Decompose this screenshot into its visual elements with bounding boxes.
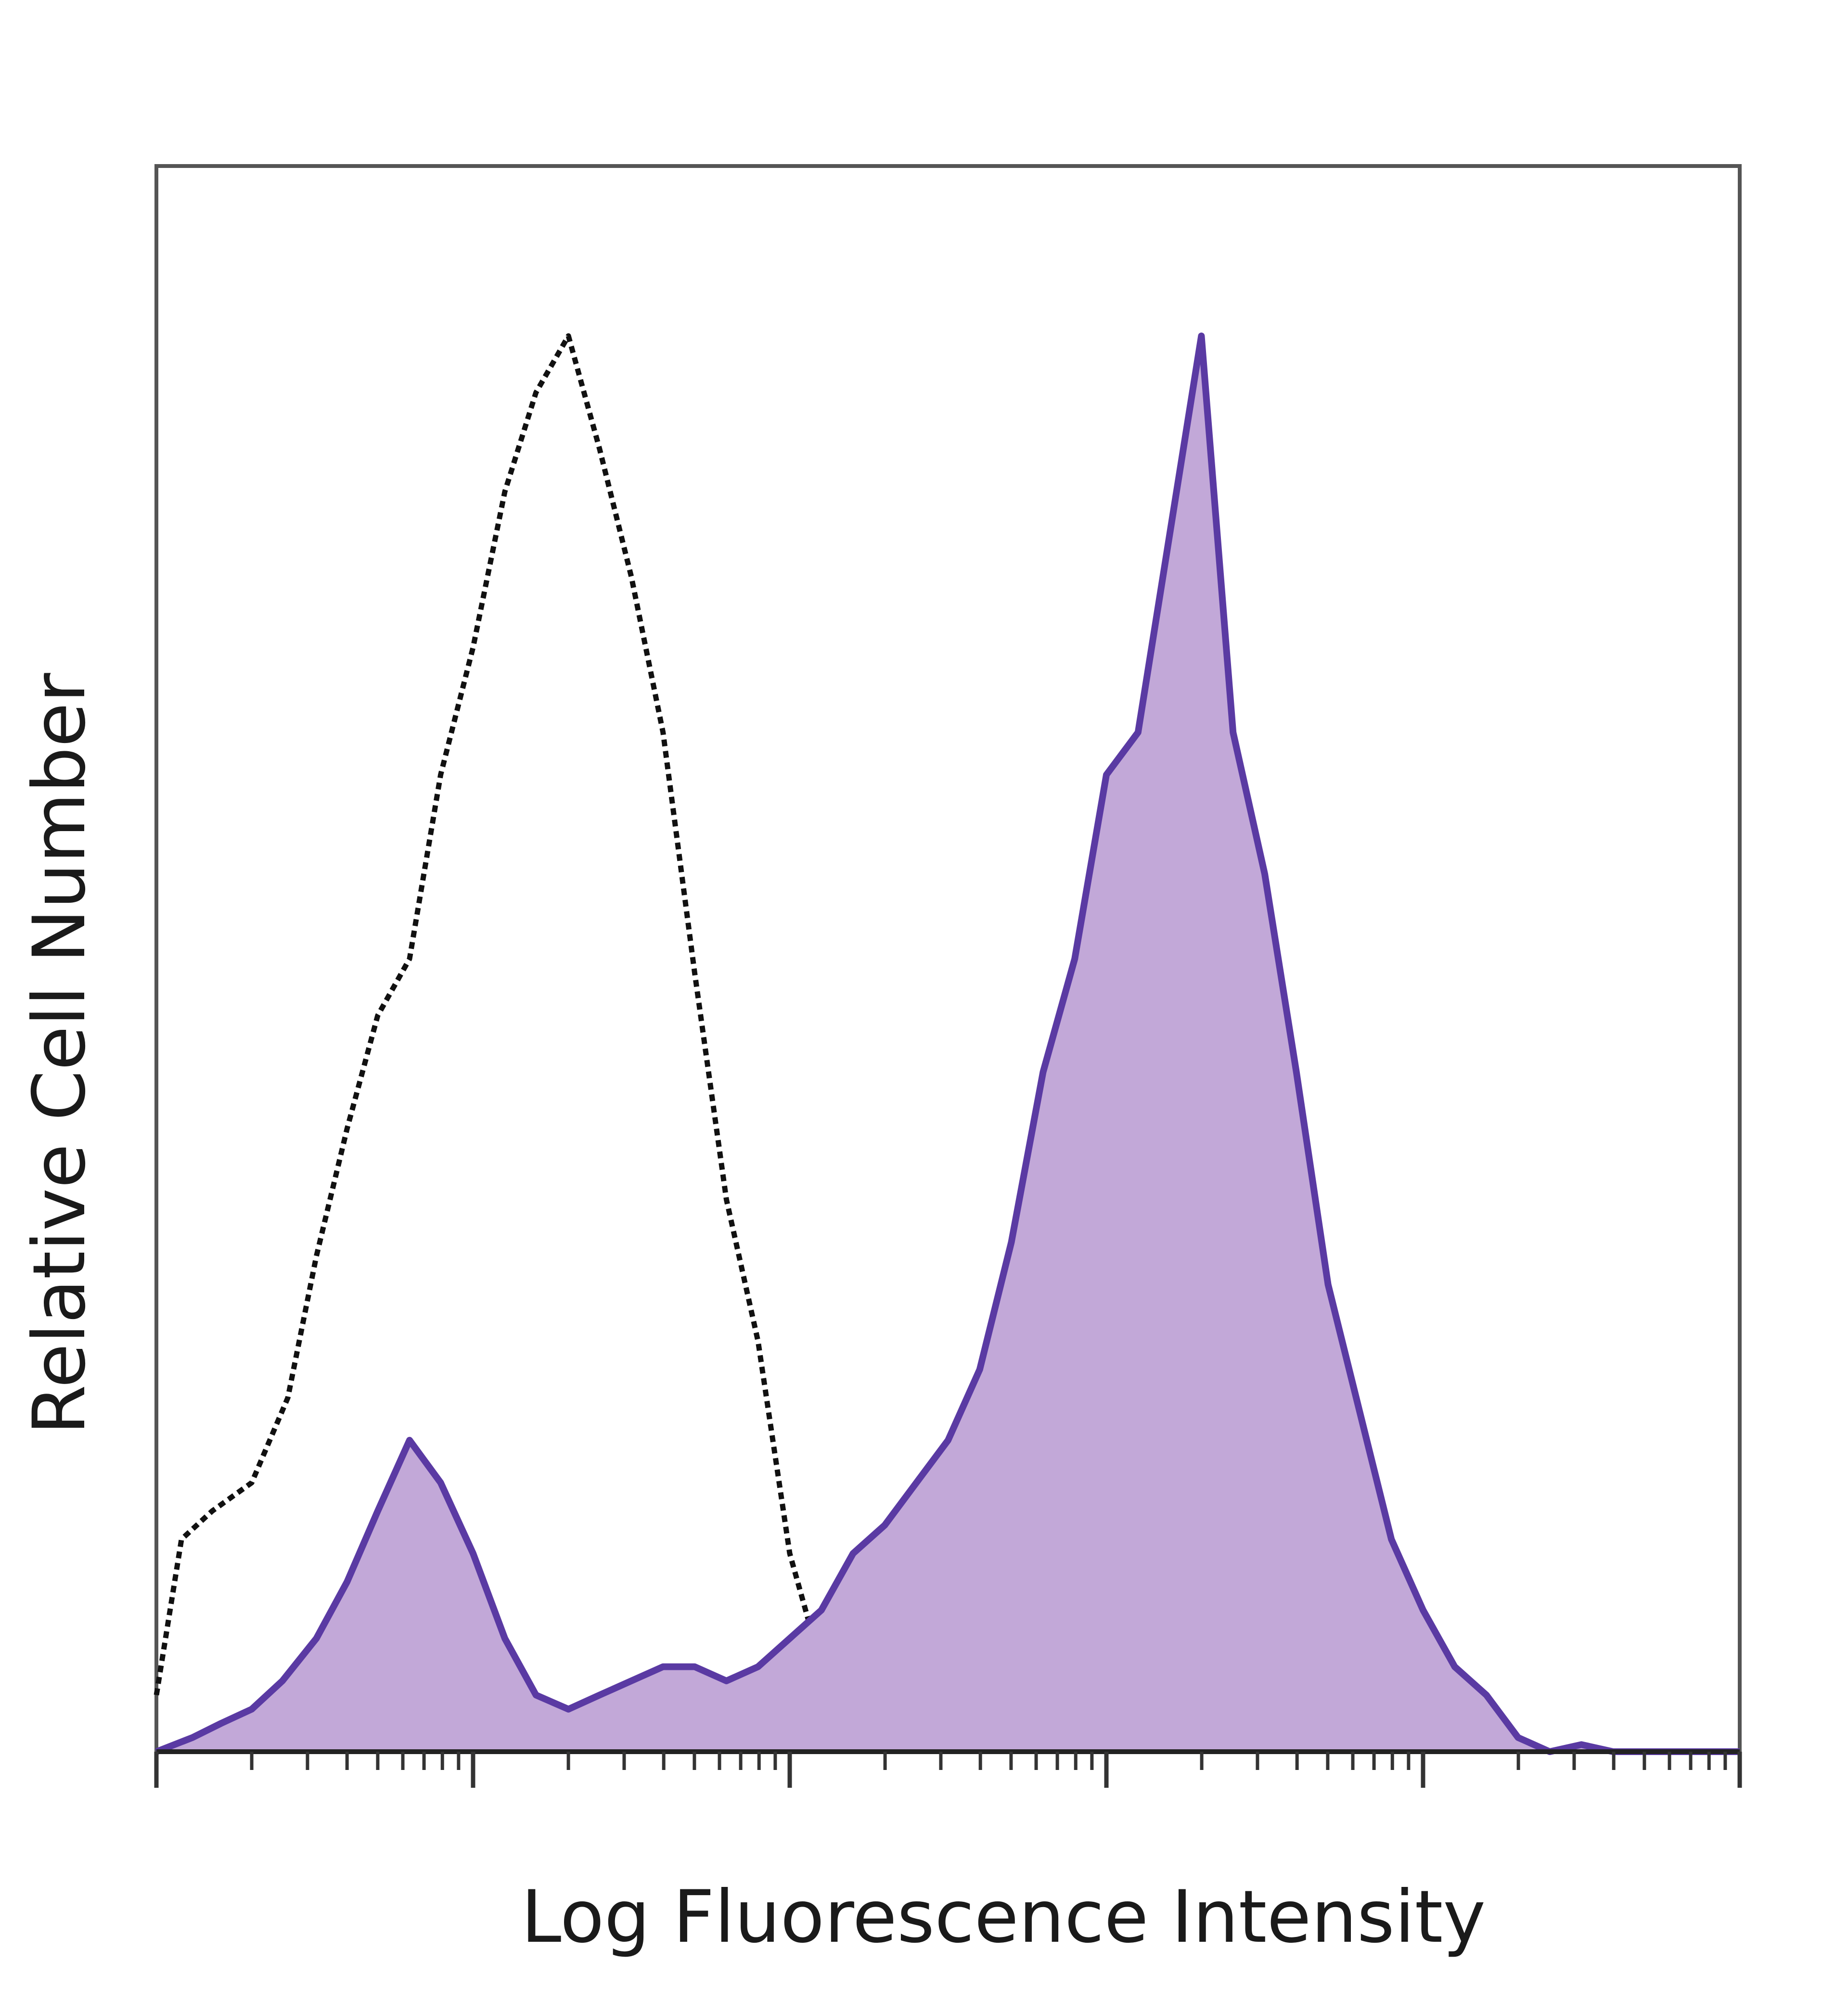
series-2-fill bbox=[156, 336, 1740, 1752]
series-2-line bbox=[155, 333, 1740, 1755]
y-axis-label: Relative Cell Number bbox=[18, 673, 102, 1435]
x-axis-label: Log Fluorescence Intensity bbox=[521, 1875, 1486, 1959]
plot-area bbox=[154, 164, 1742, 1788]
series-1-line bbox=[154, 333, 918, 1755]
